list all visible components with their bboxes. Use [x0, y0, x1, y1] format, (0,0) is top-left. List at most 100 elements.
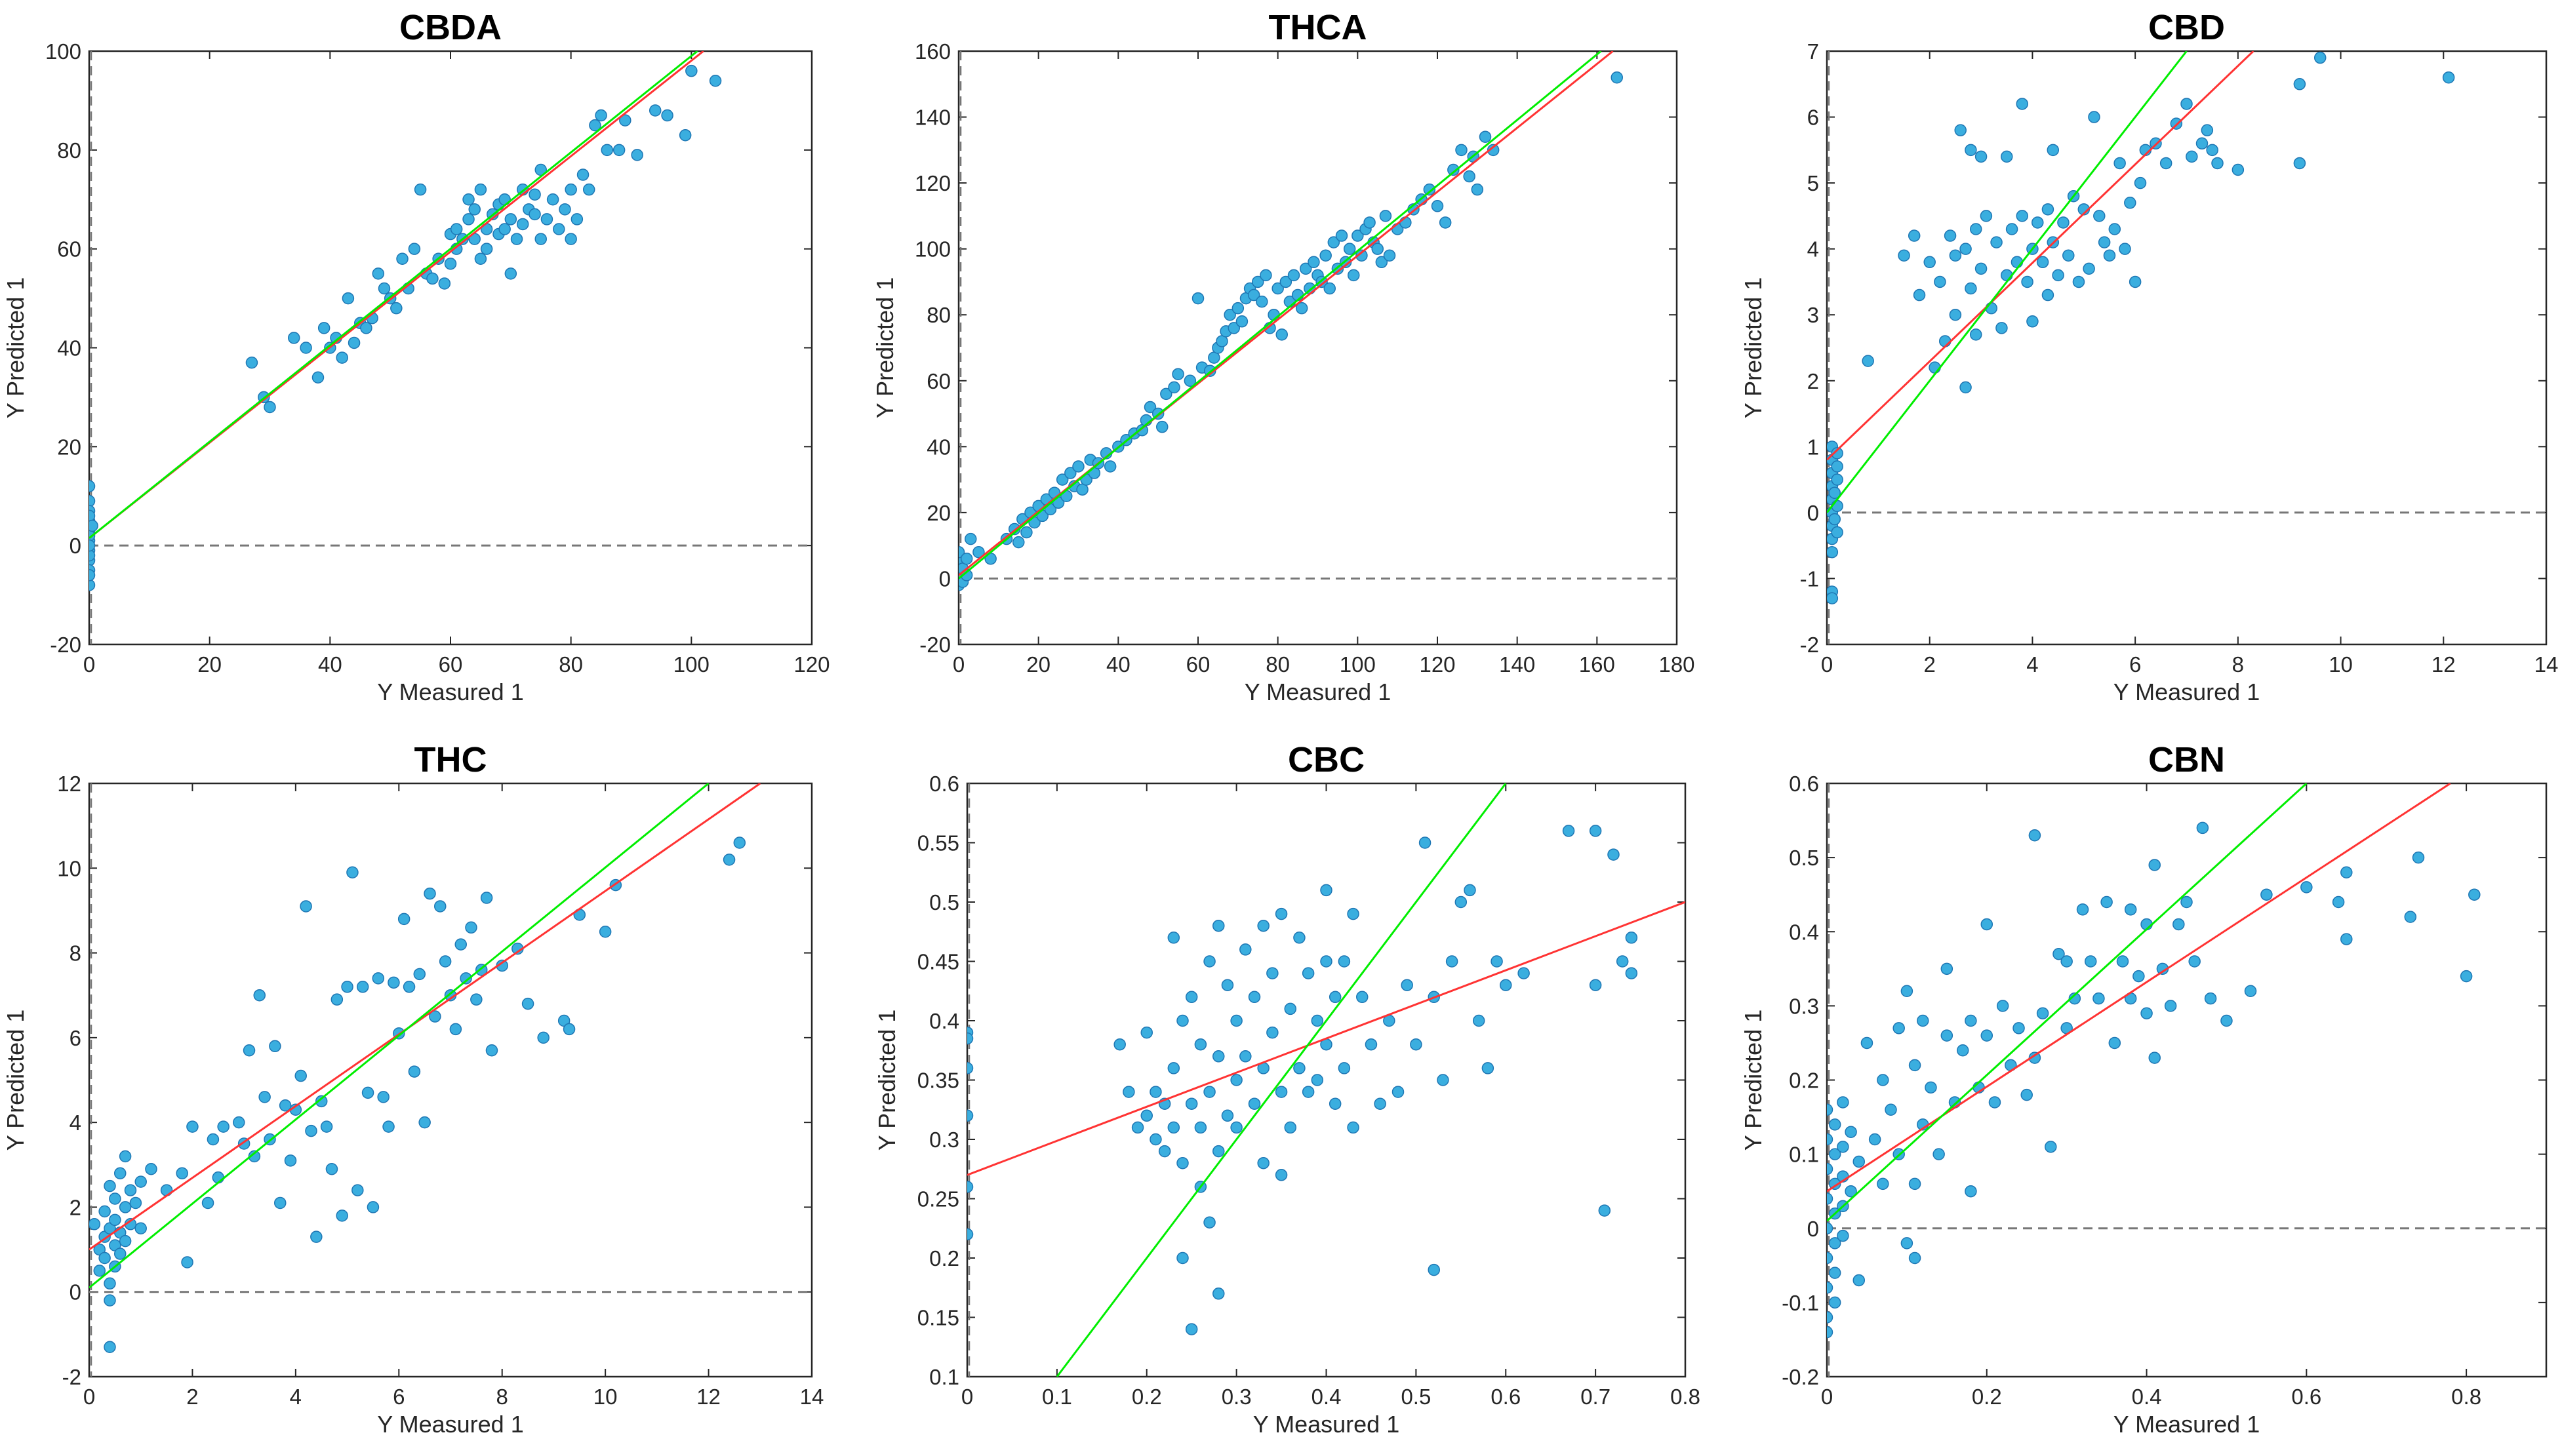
y-tick-label: 5	[1807, 171, 1819, 195]
y-axis-label: Y Predicted 1	[1740, 1010, 1767, 1151]
data-point	[1589, 979, 1602, 991]
data-point	[2036, 256, 2049, 269]
data-point	[559, 203, 571, 216]
data-point	[1335, 229, 1348, 242]
x-tick-label: 0.2	[1972, 1385, 2002, 1409]
data-point	[2016, 210, 2029, 222]
data-point	[1827, 545, 1839, 559]
data-point	[426, 272, 439, 285]
data-point	[2093, 210, 2106, 222]
data-point	[2140, 1007, 2153, 1019]
data-point	[619, 114, 631, 127]
data-point	[1908, 1059, 1921, 1072]
data-point	[2108, 1036, 2121, 1050]
data-point	[119, 1201, 132, 1213]
data-point	[1908, 1251, 1921, 1265]
data-point	[2260, 888, 2273, 901]
y-tick-label: 0.55	[917, 831, 959, 856]
data-point	[336, 351, 348, 364]
data-point	[1860, 1036, 1873, 1050]
data-point	[1940, 962, 1953, 975]
data-point	[2062, 249, 2075, 262]
data-point	[98, 1251, 111, 1265]
plot-content	[1827, 783, 2546, 1377]
data-point	[2113, 157, 2126, 170]
x-tick-label: 20	[197, 652, 222, 677]
data-point	[1892, 1022, 1905, 1034]
data-point	[89, 519, 98, 532]
data-point	[967, 1032, 974, 1045]
data-point	[967, 1181, 974, 1193]
y-tick-label: 100	[45, 39, 81, 64]
data-point	[1965, 1014, 1977, 1027]
data-point	[529, 208, 541, 221]
y-tick-label: 0.3	[1789, 994, 1819, 1018]
data-point	[1221, 1109, 1234, 1122]
data-point	[2083, 262, 2095, 275]
y-tick-label: 80	[927, 303, 951, 327]
data-point	[310, 1230, 323, 1243]
y-tick-label: 0.25	[917, 1187, 959, 1211]
x-tick-label: 14	[2534, 652, 2559, 677]
data-point	[565, 183, 577, 196]
x-tick-label: 4	[2026, 652, 2038, 677]
data-point	[89, 549, 96, 562]
x-tick-label: 160	[1579, 652, 1615, 677]
target-line	[89, 783, 710, 1289]
y-tick-label: 0	[1807, 501, 1819, 525]
data-point	[403, 981, 416, 993]
data-point	[1828, 1296, 1841, 1309]
chart-title: CBC	[1288, 740, 1365, 779]
x-tick-label: 40	[1106, 652, 1131, 677]
data-point	[2129, 275, 2142, 288]
data-point	[2148, 1052, 2161, 1064]
data-point	[1293, 932, 1306, 944]
data-point	[1487, 144, 1500, 157]
x-tick-label: 12	[696, 1385, 721, 1409]
data-point	[207, 1133, 220, 1146]
y-tick-label: 7	[1807, 39, 1819, 64]
data-point	[2116, 955, 2129, 968]
x-tick-label: 0	[83, 652, 95, 677]
data-point	[243, 1044, 256, 1057]
data-point	[599, 926, 612, 938]
data-point	[1949, 249, 1962, 262]
data-point	[1293, 1062, 1306, 1074]
data-point	[2244, 985, 2257, 997]
data-point	[1275, 1086, 1288, 1098]
data-point	[1266, 967, 1279, 979]
data-point	[2468, 888, 2481, 901]
data-point	[1351, 229, 1364, 242]
data-point	[382, 1120, 395, 1133]
plot-area	[88, 50, 813, 646]
data-point	[1845, 1126, 1857, 1138]
x-tick-label: 0.8	[1670, 1385, 1700, 1409]
data-point	[2180, 98, 2193, 110]
y-tick-label: 0.1	[929, 1365, 959, 1389]
data-point	[2134, 176, 2147, 189]
data-point	[1598, 1204, 1611, 1217]
y-tick-label: 0.45	[917, 950, 959, 974]
x-axis-label: Y Measured 1	[1253, 1411, 1399, 1438]
data-point	[113, 1248, 127, 1260]
x-tick-label: 0	[1821, 1385, 1833, 1409]
data-point	[2164, 1000, 2177, 1012]
data-point	[439, 955, 452, 968]
x-axis-label: Y Measured 1	[1245, 679, 1391, 705]
data-point	[2313, 51, 2327, 64]
data-point	[1954, 124, 1967, 136]
data-point	[311, 371, 325, 384]
data-point	[1150, 1133, 1162, 1146]
data-point	[342, 292, 355, 305]
data-point	[1996, 1000, 2009, 1012]
data-point	[1908, 229, 1921, 242]
data-point	[1275, 907, 1288, 920]
data-point	[408, 1065, 421, 1078]
data-point	[1401, 979, 1413, 991]
data-point	[1934, 275, 1946, 288]
regression-line	[1827, 51, 2254, 461]
data-point	[595, 109, 607, 122]
data-point	[2293, 78, 2306, 90]
